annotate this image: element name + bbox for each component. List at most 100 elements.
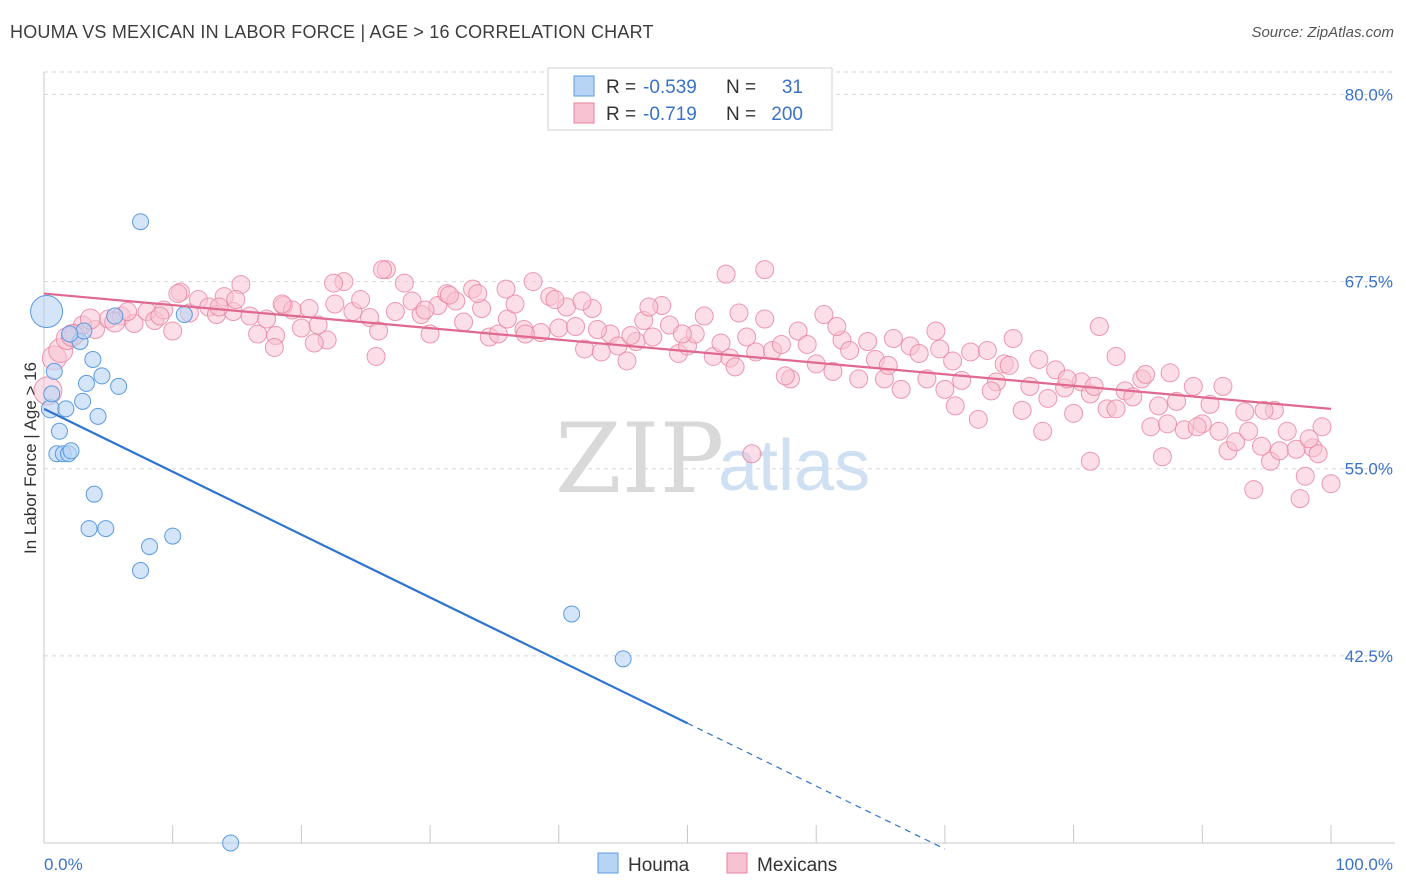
mexicans-point <box>716 264 736 284</box>
mexicans-point <box>1136 364 1156 384</box>
mexicans-point <box>168 284 188 304</box>
mexicans-point <box>961 342 981 362</box>
legend-swatch-mexicans <box>573 102 595 124</box>
mexicans-point <box>515 324 535 344</box>
mexicans-point <box>1149 396 1169 416</box>
mexicans-point <box>291 318 311 338</box>
mexicans-point <box>797 334 817 354</box>
tick-labels: 80.0% 67.5% 55.0% 42.5% 0.0% 100.0% <box>44 85 1393 874</box>
bottom-legend-swatch-mexicans <box>726 852 748 874</box>
houma-point <box>74 392 92 410</box>
mexicans-point <box>729 303 749 323</box>
mexicans-point <box>968 409 988 429</box>
mexicans-point <box>1226 432 1246 452</box>
mexicans-point <box>827 317 847 337</box>
mexicans-point <box>1080 451 1100 471</box>
mexicans-point <box>496 279 516 299</box>
mexicans-point <box>150 306 170 326</box>
watermark-atlas: atlas <box>718 426 870 506</box>
mexicans-point <box>1295 466 1315 486</box>
mexicans-point <box>505 294 525 314</box>
houma-point <box>106 307 124 325</box>
mexicans-point <box>694 306 714 326</box>
mexicans-point <box>304 333 324 353</box>
mexicans-point <box>415 300 435 320</box>
mexicans-point <box>1209 421 1229 441</box>
mexicans-point <box>814 305 834 325</box>
mexicans-point <box>1252 436 1272 456</box>
axes <box>43 72 1395 844</box>
houma-point <box>132 213 150 231</box>
houma-point <box>141 538 159 556</box>
mexicans-point <box>981 381 1001 401</box>
watermark-zip: ZIP <box>555 403 724 515</box>
mexicans-point <box>1038 388 1058 408</box>
houma-point <box>132 562 150 580</box>
mexicans-point <box>1158 414 1178 434</box>
legend-n-label-2: N = <box>726 104 756 125</box>
mexicans-point <box>935 379 955 399</box>
mexicans-point <box>823 361 843 381</box>
houma-point <box>97 520 115 538</box>
mexicans-point <box>858 331 878 351</box>
mexicans-point <box>788 321 808 341</box>
mexicans-trend-line <box>43 292 1332 410</box>
mexicans-point <box>1064 403 1084 423</box>
mexicans-point <box>372 260 392 280</box>
mexicans-point <box>1312 417 1332 437</box>
mexicans-point <box>945 396 965 416</box>
legend-n-label-1: N = <box>726 77 756 98</box>
y-tick-label: 80.0% <box>1345 85 1393 104</box>
mexicans-point <box>264 337 284 357</box>
mexicans-point <box>394 273 414 293</box>
mexicans-point <box>1270 441 1290 461</box>
mexicans-point <box>909 343 929 363</box>
legend-r-value-1: -0.539 <box>643 77 697 98</box>
houma-point <box>80 520 98 538</box>
mexicans-point <box>545 290 565 310</box>
mexicans-point <box>1012 400 1032 420</box>
houma-point <box>89 407 107 425</box>
houma-point <box>175 306 193 324</box>
mexicans-point <box>1244 480 1264 500</box>
mexicans-point <box>163 321 183 341</box>
mexicans-point <box>621 325 641 345</box>
mexicans-point <box>1106 346 1126 366</box>
mexicans-point <box>771 334 791 354</box>
mexicans-point <box>926 321 946 341</box>
mexicans-point <box>1187 417 1207 437</box>
houma-point <box>222 834 240 852</box>
houma-point <box>110 377 128 395</box>
mexicans-point <box>1235 402 1255 422</box>
mexicans-point <box>1152 447 1172 467</box>
bottom-legend: Houma Mexicans <box>597 852 837 876</box>
mexicans-point <box>366 346 386 366</box>
houma-point <box>93 367 111 385</box>
mexicans-point <box>755 260 775 280</box>
mexicans-point <box>1141 417 1161 437</box>
y-tick-label: 42.5% <box>1345 647 1393 666</box>
mexicans-point <box>977 340 997 360</box>
mexicans-point <box>226 290 246 310</box>
mexicans-point <box>1167 391 1187 411</box>
y-tick-label: 55.0% <box>1345 460 1393 479</box>
mexicans-point <box>775 366 795 386</box>
mexicans-point <box>639 297 659 317</box>
mexicans-point <box>711 333 731 353</box>
bottom-legend-houma: Houma <box>628 855 690 876</box>
mexicans-point <box>943 351 963 371</box>
mexicans-point <box>523 272 543 292</box>
mexicans-point <box>1029 349 1049 369</box>
mexicans-point <box>1160 363 1180 383</box>
x-tick-label: 100.0% <box>1335 855 1393 874</box>
legend-n-value-2: 200 <box>771 104 803 125</box>
watermark: ZIP atlas <box>555 403 870 515</box>
mexicans-point <box>439 285 459 305</box>
houma-point <box>30 295 64 329</box>
mexicans-point <box>725 357 745 377</box>
legend-r-value-2: -0.719 <box>643 104 697 125</box>
mexicans-point <box>891 379 911 399</box>
houma-point <box>62 442 80 460</box>
mexicans-point <box>1020 376 1040 396</box>
x-tick-label: 0.0% <box>44 855 83 874</box>
